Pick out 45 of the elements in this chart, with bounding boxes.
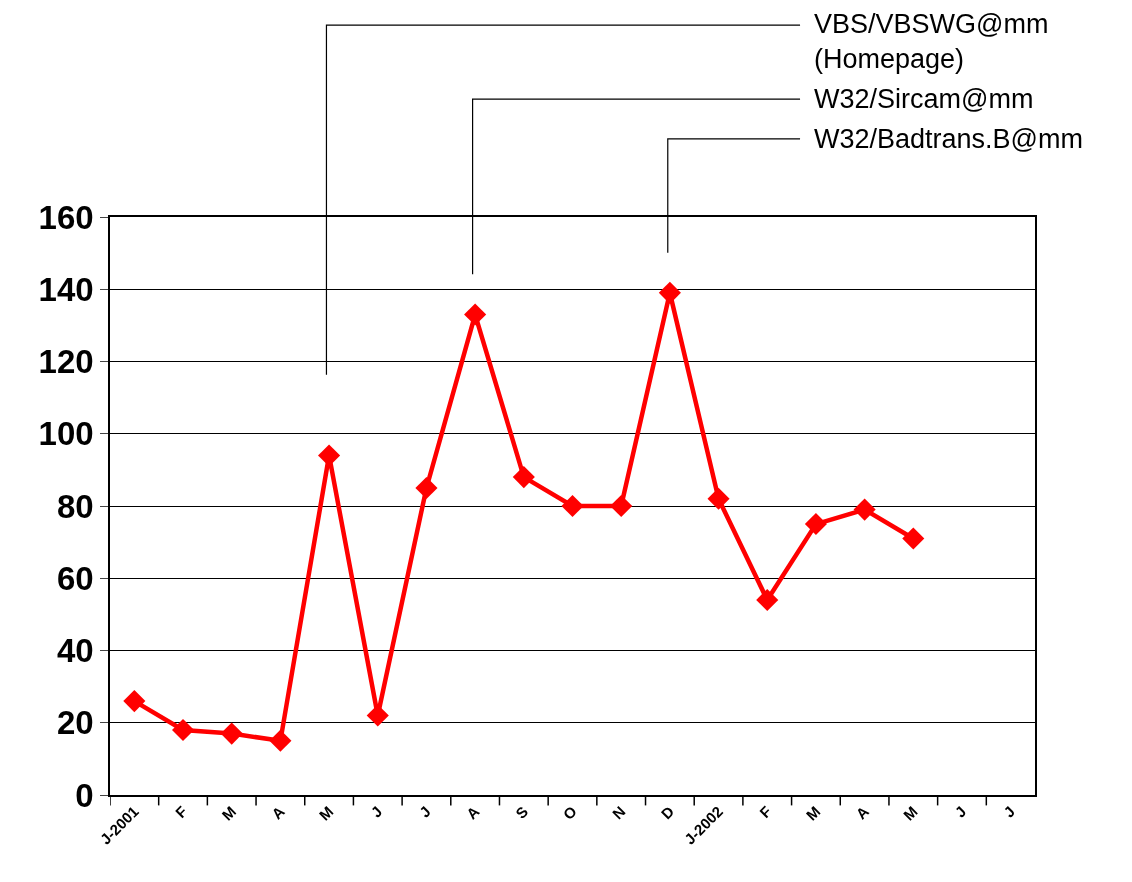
x-tick-label: A bbox=[852, 802, 873, 823]
x-tick-label: A bbox=[462, 802, 483, 823]
x-tick-label: J bbox=[415, 802, 434, 821]
y-tick-label: 0 bbox=[75, 776, 94, 814]
x-tick-label: M bbox=[899, 802, 921, 824]
point bbox=[658, 281, 681, 304]
x-tick-label: J bbox=[367, 802, 386, 821]
x-tick-label: N bbox=[608, 802, 629, 823]
point bbox=[561, 494, 584, 518]
x-tick-label: F bbox=[756, 802, 775, 822]
y-tick-label: 20 bbox=[56, 704, 94, 742]
point bbox=[318, 444, 341, 467]
text: W32/Sircam@mm bbox=[814, 84, 1034, 114]
x-tick-label: O bbox=[559, 802, 581, 823]
point bbox=[756, 588, 779, 611]
y-tick-label: 140 bbox=[38, 270, 94, 308]
point bbox=[171, 718, 195, 742]
point bbox=[853, 498, 876, 521]
x-tick-label: A bbox=[268, 802, 288, 823]
x-tick-label: M bbox=[802, 802, 824, 824]
y-tick-label: 100 bbox=[38, 415, 94, 453]
point bbox=[610, 494, 633, 518]
point bbox=[902, 527, 925, 550]
x-tick-label: M bbox=[218, 802, 240, 824]
point bbox=[804, 513, 827, 536]
text: W32/Badtrans.B@mm bbox=[814, 124, 1083, 154]
point bbox=[464, 303, 487, 326]
x-tick-label: S bbox=[512, 802, 532, 822]
point bbox=[415, 476, 438, 499]
x-tick-label: D bbox=[657, 802, 678, 823]
point bbox=[269, 729, 292, 752]
text: VBS/VBSWG@mm (Homepage) bbox=[814, 9, 1049, 75]
point bbox=[707, 487, 730, 510]
y-tick-label: 160 bbox=[38, 198, 94, 236]
x-tick-label: F bbox=[171, 802, 191, 822]
x-tick-label: J bbox=[1000, 802, 1019, 821]
point bbox=[512, 466, 535, 489]
y-tick-label: 60 bbox=[56, 559, 94, 597]
x-tick-label: M bbox=[315, 802, 337, 824]
point bbox=[220, 722, 243, 745]
x-tick-label: J bbox=[951, 802, 970, 821]
y-tick-label: 80 bbox=[56, 487, 94, 525]
point bbox=[123, 690, 146, 713]
y-tick-label: 40 bbox=[56, 632, 94, 670]
y-tick-label: 120 bbox=[38, 343, 94, 381]
